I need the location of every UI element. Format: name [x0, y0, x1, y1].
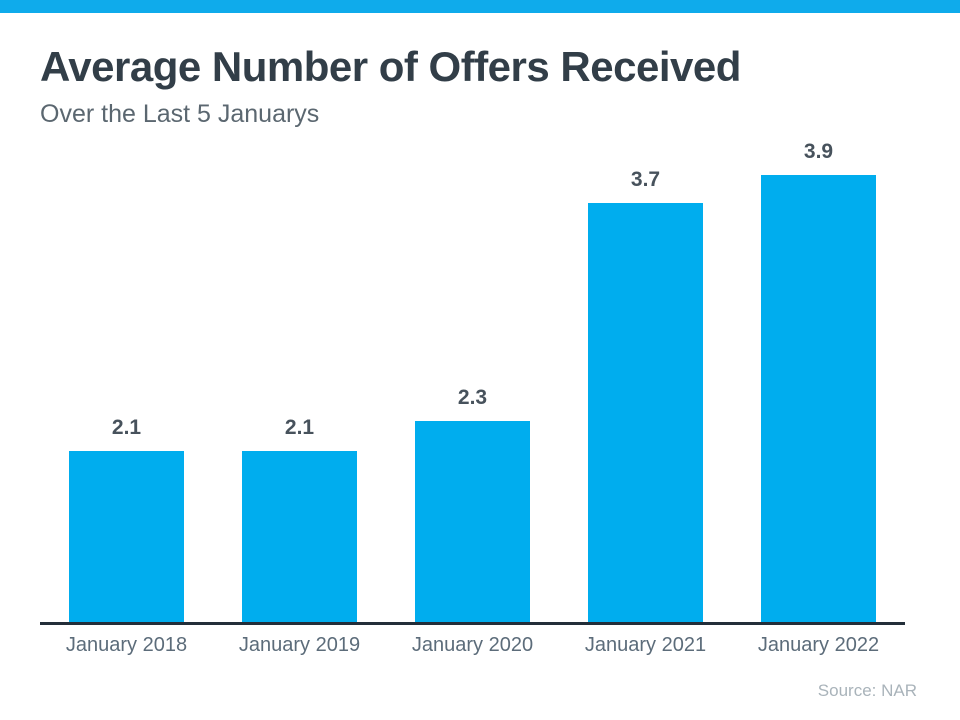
bar-value-label: 2.1	[284, 416, 315, 439]
bar-column-january-2021: 3.7	[559, 140, 732, 622]
bar-column-january-2019: 2.1	[213, 140, 386, 622]
header-accent-strip	[0, 0, 960, 13]
bar-january-2019	[242, 451, 357, 622]
source-credit: Source: NAR	[817, 681, 917, 700]
bar-january-2022	[761, 175, 876, 622]
bar-value-label: 2.1	[111, 416, 142, 439]
x-axis-label: January 2020	[411, 634, 534, 656]
bar-january-2021	[588, 203, 703, 622]
bar-column-january-2018: 2.1	[40, 140, 213, 622]
bar-value-label: 3.9	[803, 140, 834, 163]
bar-value-label: 2.3	[457, 386, 488, 409]
x-axis-label: January 2022	[757, 634, 880, 656]
bar-january-2018	[69, 451, 184, 622]
chart-subtitle: Over the Last 5 Januarys	[40, 100, 320, 128]
x-axis-labels: January 2018 January 2019 January 2020 J…	[40, 634, 905, 657]
bar-column-january-2022: 3.9	[732, 140, 905, 622]
bar-january-2020	[415, 421, 530, 622]
bar-column-january-2020: 2.3	[386, 140, 559, 622]
bar-chart-plot-area: 2.1 2.1 2.3 3.7 3.9	[40, 140, 905, 625]
x-axis-label: January 2018	[65, 634, 188, 656]
chart-title: Average Number of Offers Received	[40, 43, 741, 90]
x-axis-label: January 2019	[238, 634, 361, 656]
x-axis-label: January 2021	[584, 634, 707, 656]
bar-value-label: 3.7	[630, 168, 661, 191]
